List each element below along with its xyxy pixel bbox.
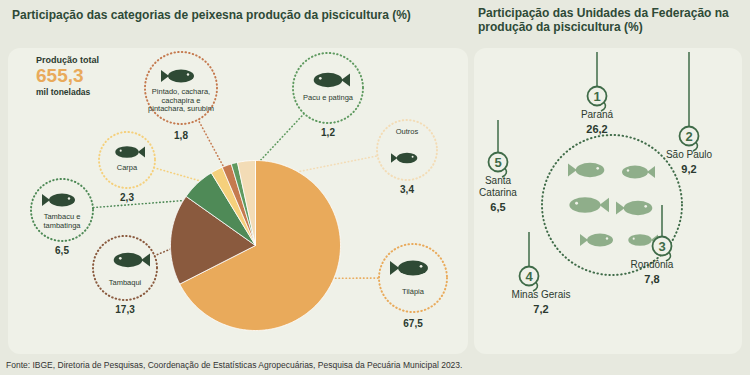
svg-text:4: 4 xyxy=(525,269,533,284)
html-text:Carpa: Carpa xyxy=(116,163,138,172)
html-text:Paraná: Paraná xyxy=(580,109,614,120)
html-text:26,2: 26,2 xyxy=(586,123,608,135)
html-text:9,2: 9,2 xyxy=(681,163,697,175)
html-text:Tilápia: Tilápia xyxy=(402,287,424,296)
html-text:Minas Gerais: Minas Gerais xyxy=(511,289,571,300)
html-text:Santa Catarina: Santa Catarina xyxy=(479,175,517,198)
html-text:6,5: 6,5 xyxy=(55,245,69,256)
html-text:São Paulo: São Paulo xyxy=(665,149,713,160)
html-text:6,5: 6,5 xyxy=(490,201,506,213)
html-text:Pacu e patinga: Pacu e patinga xyxy=(303,93,353,102)
svg-text:5: 5 xyxy=(494,155,501,170)
html-text:Tambaqui: Tambaqui xyxy=(108,278,142,287)
html-text:Outros: Outros xyxy=(395,127,419,136)
html-text:7,8: 7,8 xyxy=(644,273,660,285)
html-text:mil toneladas: mil toneladas xyxy=(36,87,91,97)
html-text:Rondônia: Rondônia xyxy=(630,259,674,270)
html-text:Pintado, cachara, cachapira e: Pintado, cachara, cachapira e pintachara… xyxy=(148,87,214,113)
svg-text:2: 2 xyxy=(685,129,692,144)
html-text:2,3: 2,3 xyxy=(120,192,134,203)
html-text:67,5: 67,5 xyxy=(403,318,423,329)
html-text:1,2: 1,2 xyxy=(321,127,335,138)
svg-text:1: 1 xyxy=(593,89,600,104)
html-text:Participação das categorias de: Participação das categorias de peixesna … xyxy=(12,8,411,22)
html-text:Produção total: Produção total xyxy=(36,55,99,65)
html-text:7,2: 7,2 xyxy=(533,303,549,315)
html-text:Tambacu e tambatinga: Tambacu e tambatinga xyxy=(43,212,81,230)
html-text:17,3: 17,3 xyxy=(115,304,135,315)
html-text:655,3: 655,3 xyxy=(36,65,84,86)
html-text:3,4: 3,4 xyxy=(400,184,414,195)
html-text:Fonte: IBGE, Diretoria de Pesq: Fonte: IBGE, Diretoria de Pesquisas, Coo… xyxy=(6,360,463,370)
html-text:1,8: 1,8 xyxy=(174,130,188,141)
svg-text:3: 3 xyxy=(658,239,665,254)
html-text:Participação das Unidades da F: Participação das Unidades da Federação n… xyxy=(478,6,729,34)
